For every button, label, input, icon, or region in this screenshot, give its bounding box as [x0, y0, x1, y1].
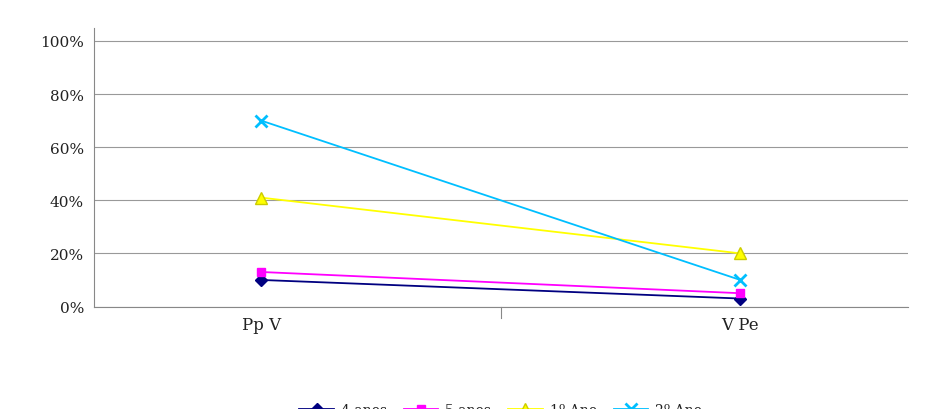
- 5 anos: [256, 270, 267, 275]
- 1º Ano: [256, 196, 267, 200]
- 2º Ano: [256, 119, 267, 124]
- Legend: 4 anos, 5 anos, 1º Ano, 2º Ano: 4 anos, 5 anos, 1º Ano, 2º Ano: [294, 397, 708, 409]
- Line: 2º Ano: 2º Ano: [256, 116, 746, 286]
- 4 anos: [735, 297, 746, 301]
- Line: 5 anos: 5 anos: [257, 268, 744, 298]
- 4 anos: [256, 278, 267, 283]
- 2º Ano: [735, 278, 746, 283]
- 5 anos: [735, 291, 746, 296]
- Line: 4 anos: 4 anos: [257, 276, 744, 303]
- Line: 1º Ano: 1º Ano: [256, 193, 746, 259]
- 1º Ano: [735, 251, 746, 256]
